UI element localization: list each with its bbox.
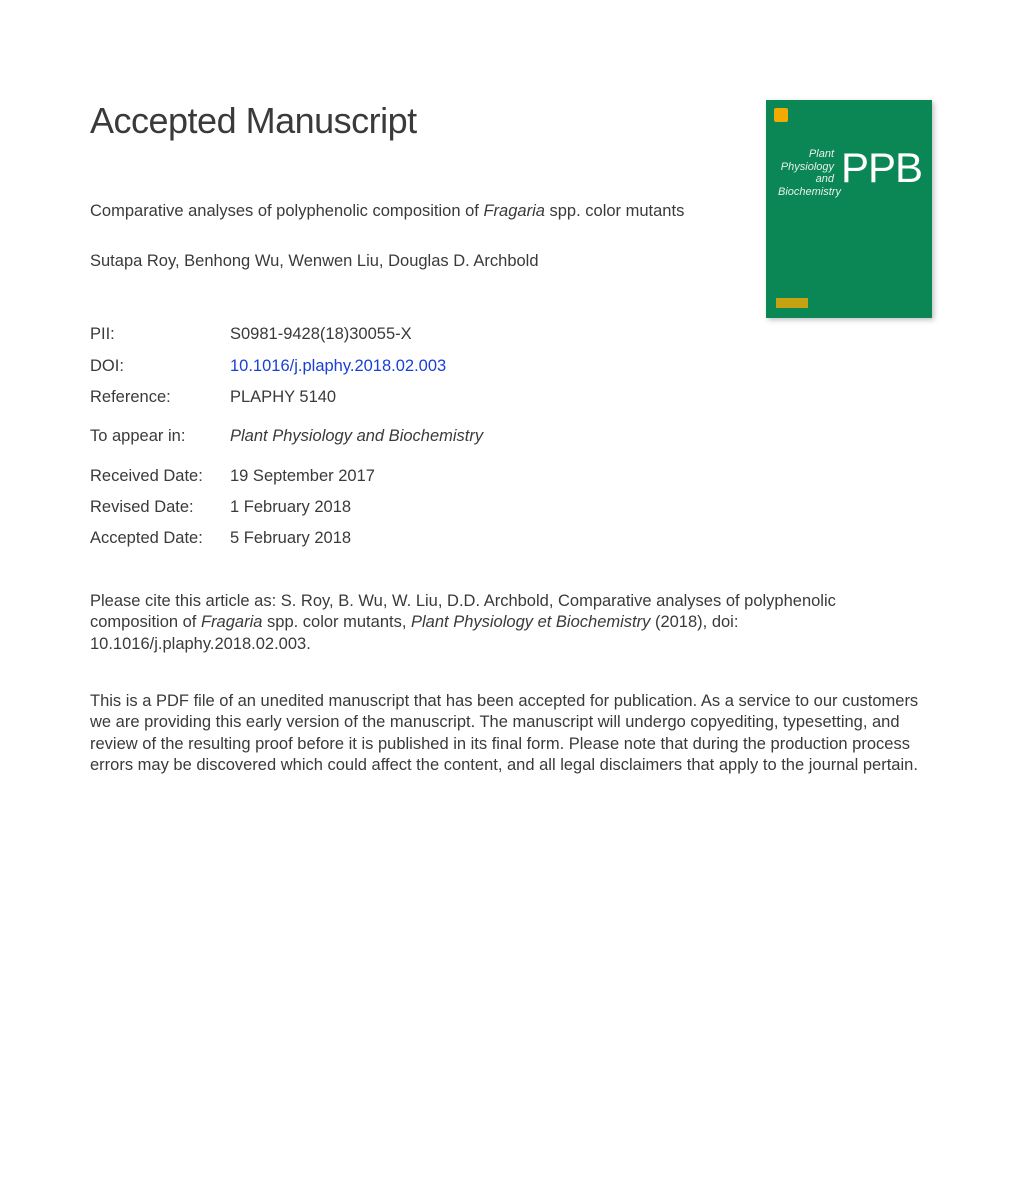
meta-label-pii: PII:	[90, 319, 230, 350]
disclaimer-text: This is a PDF file of an unedited manusc…	[90, 691, 920, 777]
meta-value-accepted: 5 February 2018	[230, 523, 351, 554]
meta-row-appear: To appear in: Plant Physiology and Bioch…	[90, 421, 930, 452]
meta-label-received: Received Date:	[90, 461, 230, 492]
citation-ital1: Fragaria	[201, 613, 262, 631]
citation-text: Please cite this article as: S. Roy, B. …	[90, 591, 910, 655]
meta-label-appear: To appear in:	[90, 421, 230, 452]
meta-row-doi: DOI: 10.1016/j.plaphy.2018.02.003	[90, 351, 930, 382]
meta-label-reference: Reference:	[90, 382, 230, 413]
meta-value-reference: PLAPHY 5140	[230, 382, 336, 413]
meta-row-accepted: Accepted Date: 5 February 2018	[90, 523, 930, 554]
publisher-logo-icon	[774, 108, 788, 122]
publisher-mark-icon	[776, 298, 808, 308]
journal-cover-title: Plant Physiology and Biochemistry	[778, 148, 834, 199]
article-title: Comparative analyses of polyphenolic com…	[90, 200, 730, 222]
spacer	[90, 453, 930, 461]
meta-label-revised: Revised Date:	[90, 492, 230, 523]
meta-value-revised: 1 February 2018	[230, 492, 351, 523]
journal-cover: Plant Physiology and Biochemistry PPB	[766, 100, 932, 318]
meta-row-received: Received Date: 19 September 2017	[90, 461, 930, 492]
spacer	[90, 413, 930, 421]
citation-mid: spp. color mutants,	[262, 613, 411, 631]
meta-value-pii: S0981-9428(18)30055-X	[230, 319, 412, 350]
manuscript-page: Accepted Manuscript Plant Physiology and…	[0, 0, 1020, 837]
meta-row-revised: Revised Date: 1 February 2018	[90, 492, 930, 523]
meta-label-accepted: Accepted Date:	[90, 523, 230, 554]
journal-acronym: PPB	[841, 144, 922, 192]
meta-row-reference: Reference: PLAPHY 5140	[90, 382, 930, 413]
citation-ital2: Plant Physiology et Biochemistry	[411, 613, 650, 631]
article-title-italic: Fragaria	[483, 202, 544, 220]
journal-cover-inner: Plant Physiology and Biochemistry PPB	[766, 100, 932, 318]
meta-row-pii: PII: S0981-9428(18)30055-X	[90, 319, 930, 350]
meta-value-doi[interactable]: 10.1016/j.plaphy.2018.02.003	[230, 351, 446, 382]
meta-label-doi: DOI:	[90, 351, 230, 382]
metadata-table: PII: S0981-9428(18)30055-X DOI: 10.1016/…	[90, 319, 930, 554]
article-title-suffix: spp. color mutants	[545, 202, 684, 220]
article-title-prefix: Comparative analyses of polyphenolic com…	[90, 202, 483, 220]
meta-value-received: 19 September 2017	[230, 461, 375, 492]
meta-value-appear: Plant Physiology and Biochemistry	[230, 421, 483, 452]
